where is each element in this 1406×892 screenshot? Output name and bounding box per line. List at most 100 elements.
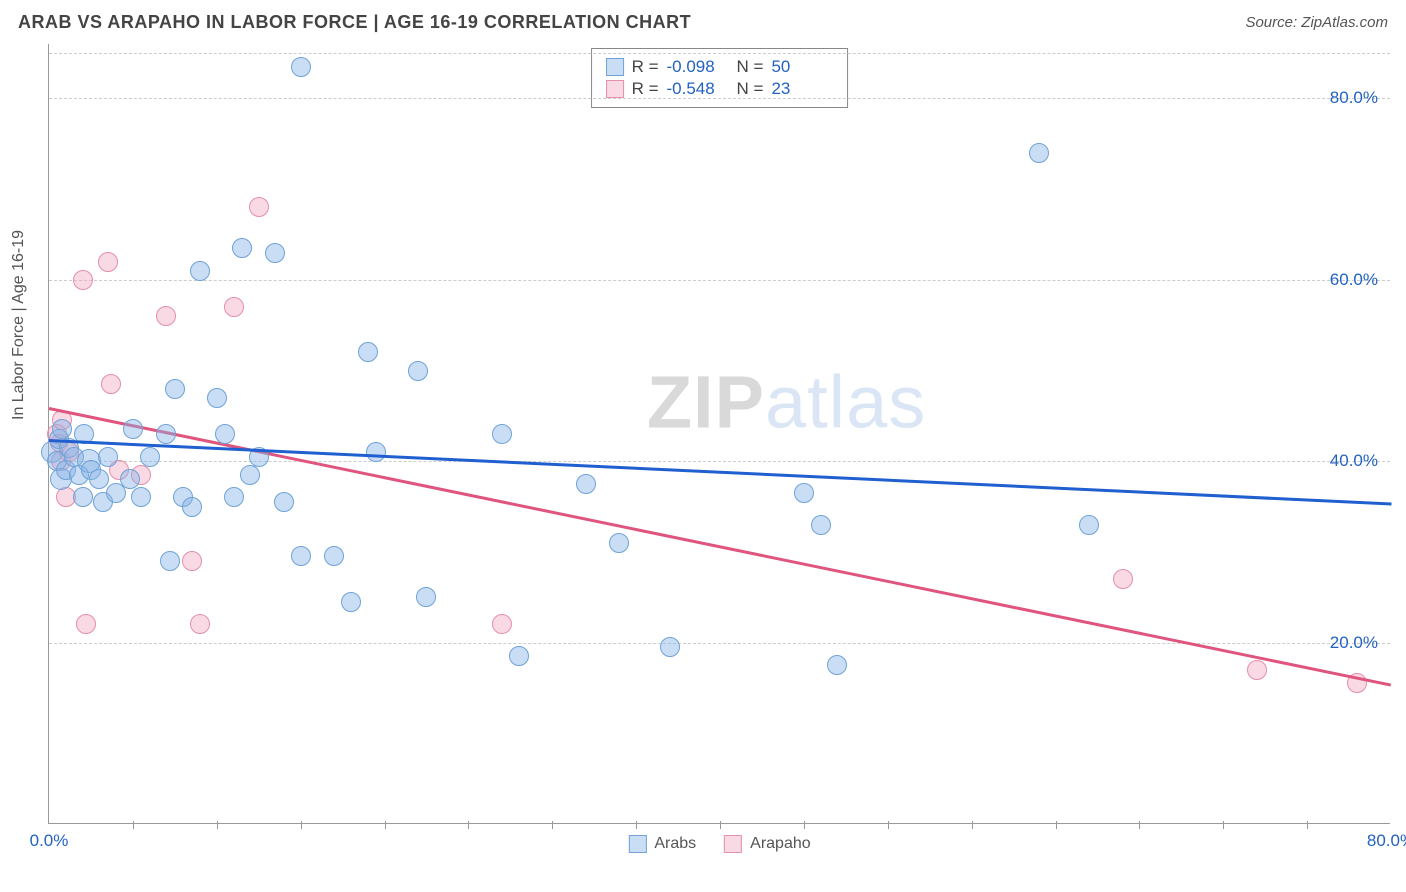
r-value-arabs: -0.098 xyxy=(667,57,729,77)
chart-title: ARAB VS ARAPAHO IN LABOR FORCE | AGE 16-… xyxy=(18,12,691,33)
data-point-arabs xyxy=(73,487,93,507)
legend-label-arabs: Arabs xyxy=(654,835,696,853)
x-tick-mark xyxy=(1139,821,1140,829)
data-point-arabs xyxy=(131,487,151,507)
data-point-arabs xyxy=(207,388,227,408)
x-tick-mark xyxy=(888,821,889,829)
scatter-plot: ZIPatlas R = -0.098 N = 50 R = -0.548 N … xyxy=(48,44,1390,824)
data-point-arapaho xyxy=(190,614,210,634)
data-point-arabs xyxy=(123,419,143,439)
y-tick-label: 60.0% xyxy=(1330,270,1378,290)
x-tick-mark xyxy=(385,821,386,829)
data-point-arabs xyxy=(291,546,311,566)
corr-row-arabs: R = -0.098 N = 50 xyxy=(606,57,834,77)
legend-label-arapaho: Arapaho xyxy=(750,835,811,853)
x-tick-mark xyxy=(468,821,469,829)
n-value-arabs: 50 xyxy=(771,57,833,77)
data-point-arapaho xyxy=(76,614,96,634)
data-point-arapaho xyxy=(156,306,176,326)
watermark: ZIPatlas xyxy=(647,360,926,445)
chart-source: Source: ZipAtlas.com xyxy=(1245,14,1388,31)
data-point-arapaho xyxy=(182,551,202,571)
data-point-arapaho xyxy=(98,252,118,272)
data-point-arabs xyxy=(98,447,118,467)
legend-item-arapaho: Arapaho xyxy=(724,835,811,853)
x-tick-mark xyxy=(217,821,218,829)
gridline xyxy=(49,280,1390,281)
data-point-arabs xyxy=(240,465,260,485)
data-point-arabs xyxy=(160,551,180,571)
data-point-arabs xyxy=(215,424,235,444)
data-point-arabs xyxy=(827,655,847,675)
data-point-arabs xyxy=(120,469,140,489)
data-point-arabs xyxy=(576,474,596,494)
data-point-arabs xyxy=(366,442,386,462)
r-value-arapaho: -0.548 xyxy=(667,79,729,99)
data-point-arabs xyxy=(1079,515,1099,535)
data-point-arabs xyxy=(341,592,361,612)
data-point-arapaho xyxy=(101,374,121,394)
corr-row-arapaho: R = -0.548 N = 23 xyxy=(606,79,834,99)
series-legend: Arabs Arapaho xyxy=(628,835,810,853)
x-tick-mark xyxy=(133,821,134,829)
data-point-arabs xyxy=(811,515,831,535)
legend-swatch-arabs xyxy=(628,835,646,853)
data-point-arabs xyxy=(156,424,176,444)
data-point-arabs xyxy=(265,243,285,263)
x-tick-mark xyxy=(1307,821,1308,829)
data-point-arabs xyxy=(794,483,814,503)
x-tick-mark xyxy=(636,821,637,829)
x-tick-mark xyxy=(552,821,553,829)
data-point-arabs xyxy=(609,533,629,553)
data-point-arabs xyxy=(89,469,109,489)
data-point-arabs xyxy=(492,424,512,444)
data-point-arabs xyxy=(324,546,344,566)
data-point-arabs xyxy=(165,379,185,399)
legend-item-arabs: Arabs xyxy=(628,835,696,853)
r-label: R = xyxy=(632,79,659,99)
data-point-arabs xyxy=(232,238,252,258)
data-point-arabs xyxy=(408,361,428,381)
data-point-arabs xyxy=(1029,143,1049,163)
x-tick-mark xyxy=(1223,821,1224,829)
data-point-arabs xyxy=(509,646,529,666)
x-tick-label: 80.0% xyxy=(1367,831,1406,851)
data-point-arabs xyxy=(416,587,436,607)
x-tick-mark xyxy=(720,821,721,829)
data-point-arapaho xyxy=(1247,660,1267,680)
x-tick-mark xyxy=(804,821,805,829)
x-tick-label: 0.0% xyxy=(30,831,69,851)
x-tick-mark xyxy=(1056,821,1057,829)
data-point-arabs xyxy=(140,447,160,467)
watermark-zip: ZIP xyxy=(647,361,765,444)
swatch-arapaho xyxy=(606,80,624,98)
n-value-arapaho: 23 xyxy=(771,79,833,99)
gridline xyxy=(49,98,1390,99)
chart-header: ARAB VS ARAPAHO IN LABOR FORCE | AGE 16-… xyxy=(0,0,1406,44)
data-point-arapaho xyxy=(492,614,512,634)
legend-swatch-arapaho xyxy=(724,835,742,853)
data-point-arabs xyxy=(291,57,311,77)
data-point-arabs xyxy=(190,261,210,281)
y-tick-label: 40.0% xyxy=(1330,451,1378,471)
data-point-arabs xyxy=(274,492,294,512)
n-label: N = xyxy=(737,79,764,99)
data-point-arapaho xyxy=(1113,569,1133,589)
watermark-atlas: atlas xyxy=(765,361,926,444)
data-point-arabs xyxy=(358,342,378,362)
n-label: N = xyxy=(737,57,764,77)
swatch-arabs xyxy=(606,58,624,76)
y-tick-label: 20.0% xyxy=(1330,633,1378,653)
data-point-arabs xyxy=(224,487,244,507)
data-point-arabs xyxy=(182,497,202,517)
data-point-arapaho xyxy=(224,297,244,317)
gridline xyxy=(49,53,1390,54)
data-point-arabs xyxy=(660,637,680,657)
r-label: R = xyxy=(632,57,659,77)
data-point-arabs xyxy=(52,419,72,439)
data-point-arapaho xyxy=(249,197,269,217)
y-axis-label: In Labor Force | Age 16-19 xyxy=(10,230,28,420)
y-tick-label: 80.0% xyxy=(1330,88,1378,108)
data-point-arapaho xyxy=(73,270,93,290)
x-tick-mark xyxy=(301,821,302,829)
